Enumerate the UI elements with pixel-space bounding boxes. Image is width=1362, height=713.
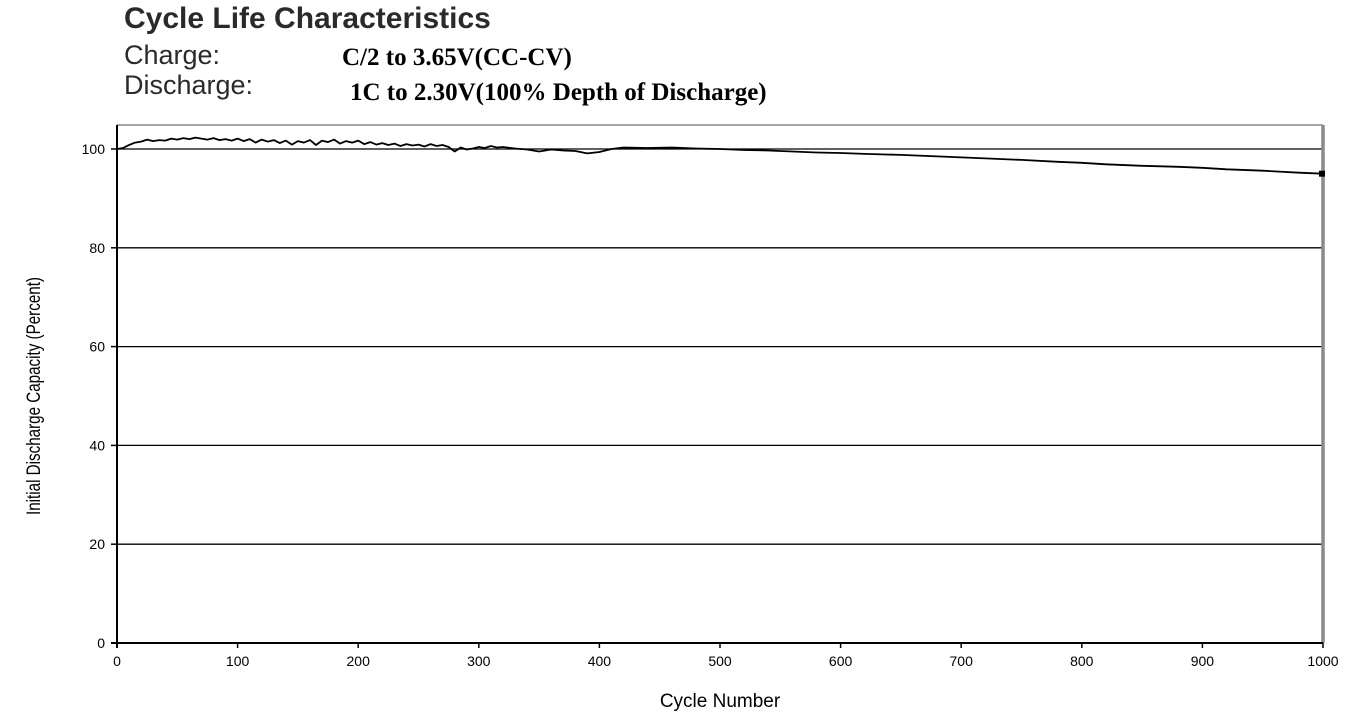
axis-layer [111, 124, 1325, 648]
grid-layer [117, 148, 1323, 545]
charge-condition: C/2 to 3.65V(CC-CV) [342, 44, 572, 71]
x-tick-label-0: 0 [113, 653, 121, 669]
x-tick-label-1000: 1000 [1307, 653, 1338, 669]
x-tick-label-600: 600 [829, 653, 853, 669]
series-line-0 [116, 136, 1324, 175]
x-axis-title: Cycle Number [660, 691, 781, 712]
y-tick-label-60: 60 [89, 339, 105, 355]
y-tick-label-100: 100 [82, 141, 106, 157]
x-tick-label-500: 500 [708, 653, 732, 669]
x-tick-label-100: 100 [226, 653, 250, 669]
y-tick-labels: 0 20 40 60 80 100 [82, 141, 106, 651]
x-tick-label-200: 200 [347, 653, 371, 669]
chart-title: Cycle Life Characteristics [124, 2, 491, 35]
y-tick-label-80: 80 [89, 240, 105, 256]
discharge-condition: 1C to 2.30V(100% Depth of Discharge) [350, 79, 767, 106]
x-tick-label-700: 700 [950, 653, 974, 669]
y-tick-label-40: 40 [89, 437, 105, 453]
series-layer [116, 136, 1325, 177]
x-tick-label-400: 400 [588, 653, 612, 669]
y-tick-label-20: 20 [89, 536, 105, 552]
x-tick-label-900: 900 [1191, 653, 1215, 669]
x-tick-labels: 0 100 200 300 400 500 600 700 800 900 1000 [113, 653, 1339, 669]
series-end-marker-0 [1319, 170, 1325, 177]
x-tick-label-300: 300 [467, 653, 491, 669]
charge-label: Charge: [124, 40, 221, 70]
discharge-label: Discharge: [124, 70, 254, 100]
y-tick-label-0: 0 [97, 635, 105, 651]
x-tick-label-800: 800 [1070, 653, 1094, 669]
y-axis-title: Initial Discharge Capacity (Percent) [22, 277, 44, 515]
